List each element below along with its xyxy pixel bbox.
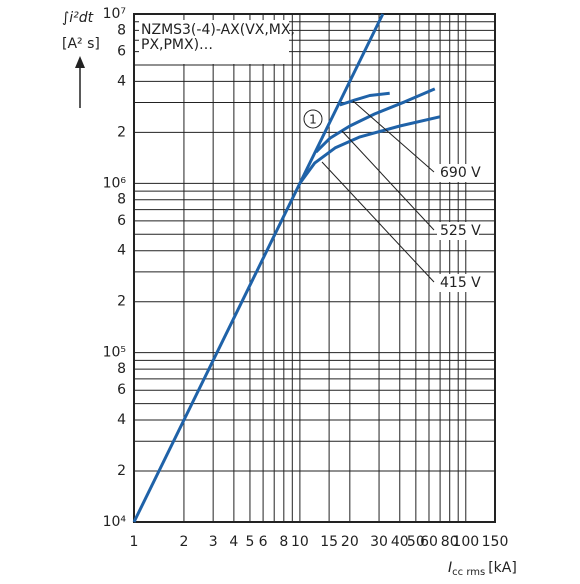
- y-label: [A² s]: [62, 36, 100, 52]
- leader-line: [321, 161, 435, 283]
- x-label-subscript: cc rms: [452, 567, 485, 578]
- legend-label: 415 V: [440, 275, 481, 291]
- y-tick-label: 4: [117, 73, 126, 89]
- x-tick-label: 3: [209, 534, 218, 550]
- plot-frame: [133, 13, 496, 523]
- x-tick-label: 5: [245, 534, 254, 550]
- x-tick-label: 40: [391, 534, 409, 550]
- y-tick-label: 10⁴: [103, 514, 127, 530]
- x-tick-label: 30: [370, 534, 388, 550]
- x-tick-label: 1: [130, 534, 139, 550]
- curves: [132, 13, 441, 523]
- title-backdrop: [139, 20, 289, 64]
- x-tick-label: 10: [291, 534, 309, 550]
- x-label-unit: [kA]: [488, 560, 517, 576]
- x-label: Icc rms [kA]: [448, 560, 517, 578]
- x-tick-label: 150: [482, 534, 509, 550]
- annotation-circle: [303, 109, 323, 129]
- x-tick-label: 20: [341, 534, 359, 550]
- y-tick-label: 4: [117, 412, 126, 428]
- legend-label: 690 V: [440, 165, 481, 181]
- leaders: 1: [303, 100, 435, 283]
- y-tick-label: 2: [117, 463, 126, 479]
- legend-backdrop: [437, 164, 479, 182]
- legend-backdrop: [437, 222, 479, 240]
- y-tick-label: 8: [117, 192, 126, 208]
- x-tick-label: 100: [452, 534, 479, 550]
- legend-label: 525 V: [440, 223, 481, 239]
- x-tick-label: 50: [407, 534, 425, 550]
- y-tick-label: 10⁶: [103, 175, 127, 191]
- x-tick-label: 8: [279, 534, 288, 550]
- legend-backdrop: [437, 274, 479, 292]
- annotation: 1: [309, 113, 317, 127]
- y-tick-label: 10⁷: [103, 6, 126, 22]
- y-tick-label: 6: [117, 44, 126, 60]
- x-tick-label: 4: [229, 534, 238, 550]
- x-tick-label: 6: [259, 534, 268, 550]
- y-tick-label: 2: [117, 124, 126, 140]
- series-line: [314, 87, 436, 154]
- x-tick-label: 80: [441, 534, 459, 550]
- x-label-symbol: I: [448, 560, 452, 576]
- arrow-head: [75, 56, 85, 68]
- chart-title: NZMS3(-4)-AX(VX,MX,: [141, 22, 295, 38]
- y-tick-label: 6: [117, 213, 126, 229]
- leader-line: [352, 100, 435, 173]
- y-label: ∫i²dt: [62, 10, 94, 26]
- y-tick-label: 8: [117, 22, 126, 38]
- y-tick-label: 10⁵: [103, 345, 126, 361]
- chart-title: PX,PMX)…: [141, 37, 213, 53]
- x-tick-label: 2: [179, 534, 188, 550]
- series-line: [339, 91, 390, 107]
- leader-line: [341, 130, 435, 231]
- y-tick-label: 8: [117, 361, 126, 377]
- x-tick-label: 15: [320, 534, 338, 550]
- y-tick-label: 6: [117, 382, 126, 398]
- series-line: [298, 115, 441, 185]
- x-tick-label: 60: [420, 534, 438, 550]
- y-tick-label: 2: [117, 294, 126, 310]
- series-line: [132, 13, 385, 523]
- y-tick-label: 4: [117, 243, 126, 259]
